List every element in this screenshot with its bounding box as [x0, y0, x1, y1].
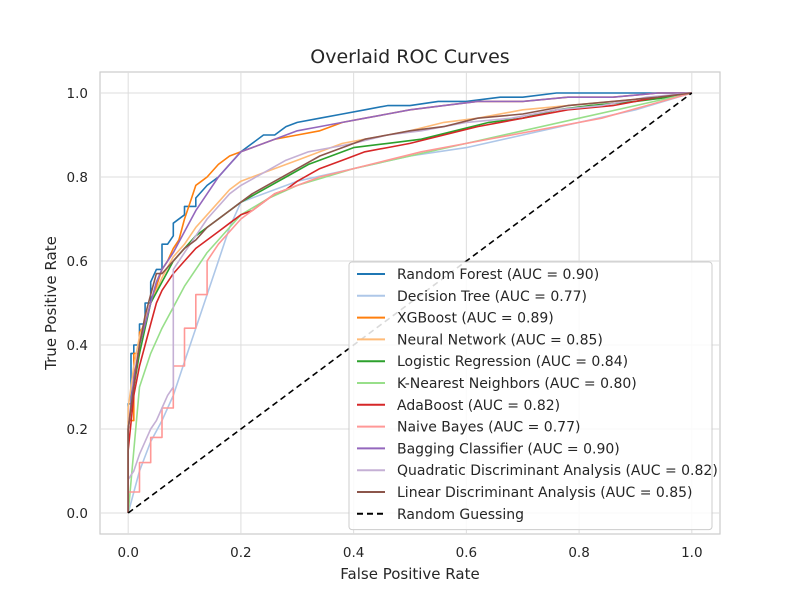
x-tick-label: 0.8	[568, 545, 589, 561]
legend: Random Forest (AUC = 0.90) Decision Tree …	[348, 261, 718, 531]
legend-label: Naive Bayes (AUC = 0.77)	[397, 420, 580, 436]
legend-label: Quadratic Discriminant Analysis (AUC = 0…	[397, 463, 718, 479]
legend-label: Random Guessing	[397, 507, 524, 523]
x-tick-label: 0.4	[343, 545, 364, 561]
roc-series-line-10	[127, 92, 692, 513]
legend-label: Bagging Classifier (AUC = 0.90)	[397, 441, 620, 457]
x-axis-label: False Positive Rate	[340, 565, 479, 583]
legend-label: K-Nearest Neighbors (AUC = 0.80)	[397, 376, 637, 392]
y-axis-label: True Positive Rate	[42, 236, 60, 371]
x-tick-label: 0.0	[117, 545, 138, 561]
x-tick-label: 1.0	[681, 545, 702, 561]
x-tick-label: 0.2	[230, 545, 251, 561]
y-tick-label: 0.0	[67, 506, 88, 522]
roc-series-line-7	[127, 92, 693, 513]
legend-label: Logistic Regression (AUC = 0.84)	[397, 354, 628, 370]
legend-box	[348, 261, 713, 531]
series-lines	[127, 92, 693, 514]
chart-title: Overlaid ROC Curves	[310, 46, 509, 68]
roc-series-line-9	[127, 92, 692, 513]
roc-series-line-8	[127, 92, 692, 513]
roc-series-line-5	[127, 92, 692, 514]
legend-label: Random Forest (AUC = 0.90)	[397, 267, 599, 283]
x-tick-label: 0.6	[456, 545, 477, 561]
legend-label: Decision Tree (AUC = 0.77)	[397, 289, 587, 305]
y-tick-label: 0.6	[67, 254, 88, 270]
legend-label: XGBoost (AUC = 0.89)	[397, 311, 554, 327]
legend-label: AdaBoost (AUC = 0.82)	[397, 398, 560, 414]
y-tick-label: 0.4	[67, 338, 88, 354]
y-tick-label: 0.2	[67, 422, 88, 438]
y-tick-label: 1.0	[67, 86, 88, 102]
roc-series-line-0	[127, 92, 692, 513]
tick-labels: 0.0 0.2 0.4 0.6 0.8 1.0 0.0 0.2 0.4 0.6 0.8 1.0	[67, 86, 703, 561]
y-tick-label: 0.8	[67, 170, 88, 186]
legend-label: Neural Network (AUC = 0.85)	[397, 332, 603, 348]
legend-label: Linear Discriminant Analysis (AUC = 0.85…	[397, 485, 693, 501]
